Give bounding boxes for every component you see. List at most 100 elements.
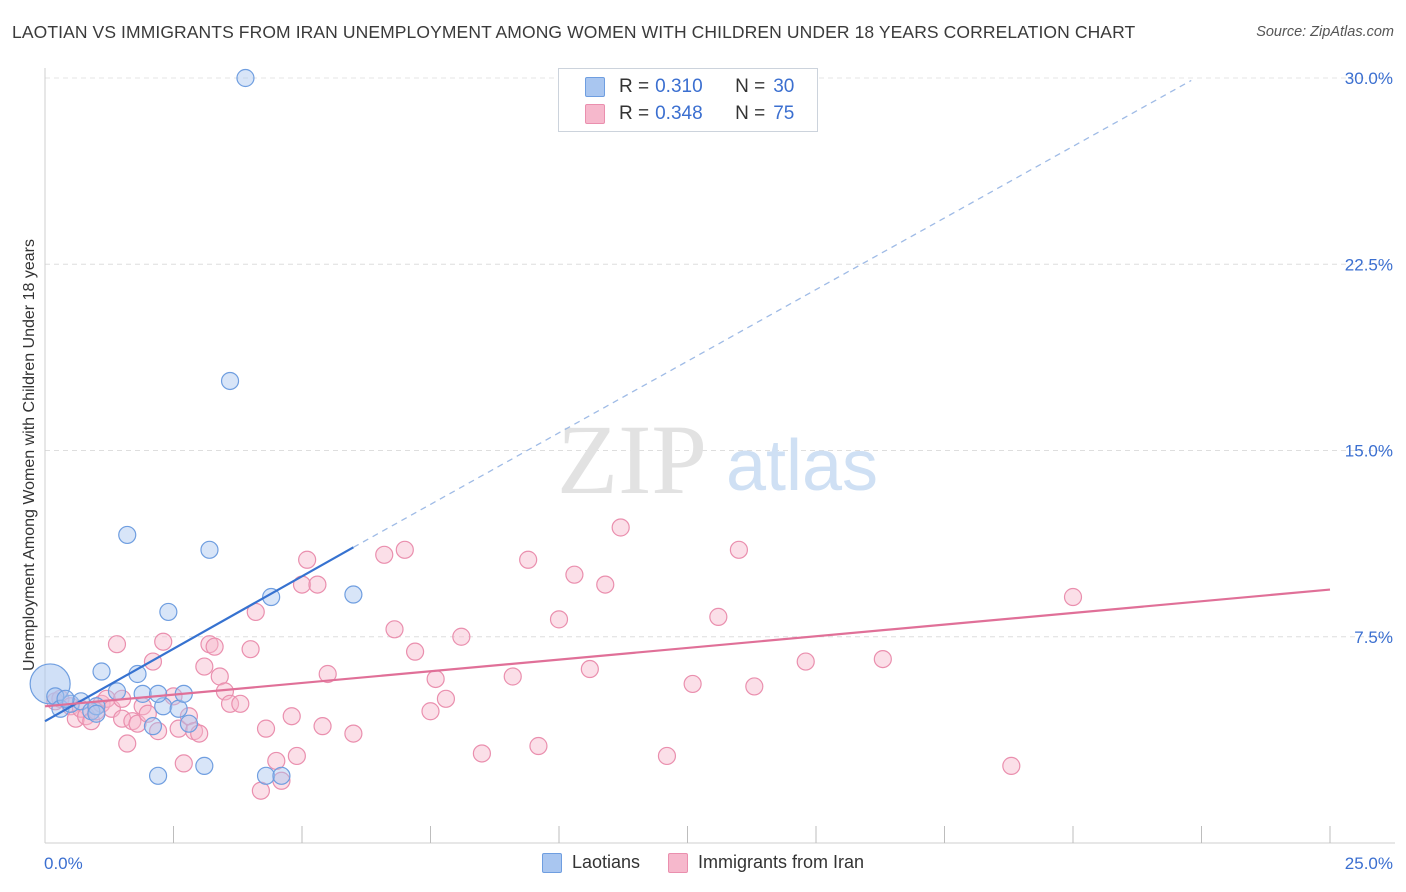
laotian-point	[87, 704, 106, 723]
x-tick-label-min: 0.0%	[44, 854, 83, 873]
watermark-zip: ZIP	[557, 404, 707, 515]
legend-row-laotians: R = 0.310 N = 30	[585, 74, 794, 100]
chart-title: LAOTIAN VS IMMIGRANTS FROM IRAN UNEMPLOY…	[12, 22, 1136, 42]
legend-item-label: Immigrants from Iran	[698, 852, 865, 872]
legend-item-iran: Immigrants from Iran	[668, 852, 864, 873]
iran-point	[580, 659, 599, 679]
iran-point	[154, 632, 173, 651]
iran-point	[308, 575, 327, 594]
iran-point	[375, 545, 394, 564]
iran-point	[436, 689, 456, 708]
iran-point	[174, 754, 193, 773]
legend-r-value: 0.310	[655, 76, 703, 97]
iran-point	[220, 694, 240, 713]
iran-point	[241, 640, 260, 659]
iran-point	[385, 620, 404, 639]
iran-point	[611, 518, 630, 537]
laotian-point	[159, 602, 178, 622]
axes	[44, 68, 1395, 844]
legend-r-label: R =	[619, 76, 650, 97]
laotian-point	[92, 662, 111, 681]
iran-point	[148, 722, 168, 741]
laotian-point	[220, 371, 240, 391]
y-axis-label: Unemployment Among Women with Children U…	[21, 239, 38, 671]
legend-r-label: R =	[619, 103, 650, 124]
iran-point	[395, 540, 414, 559]
iran-point	[1002, 756, 1021, 775]
iran-point	[529, 736, 548, 756]
iran-point	[195, 657, 214, 676]
legend-item-label: Laotians	[571, 852, 640, 872]
iran-point	[1063, 587, 1083, 607]
legend-n-label: N =	[735, 76, 766, 97]
iran-point	[231, 694, 250, 713]
iran-point	[729, 540, 749, 559]
iran-point	[421, 702, 440, 721]
iran-point	[426, 669, 445, 689]
iran-point	[205, 637, 224, 656]
iran-point	[549, 610, 569, 629]
iran-point	[256, 719, 276, 738]
iran-point	[596, 575, 615, 594]
legend-n-label: N =	[735, 103, 766, 124]
iran-point	[709, 607, 728, 626]
laotian-point	[272, 766, 291, 785]
laotian-point	[344, 585, 363, 604]
chart-source: Source: ZipAtlas.com	[1256, 24, 1394, 40]
laotian-trend-extension	[353, 79, 1192, 548]
laotian-trend-line	[44, 546, 354, 723]
legend-n-value: 30	[773, 76, 795, 97]
stats-legend: R = 0.310 N = 30 R = 0.348 N = 75	[558, 68, 818, 132]
iran-point	[565, 565, 584, 584]
iran-point	[745, 677, 764, 696]
iran-swatch	[585, 104, 605, 124]
laotian-point	[236, 68, 255, 88]
iran-point	[657, 746, 677, 766]
laotian-point	[29, 663, 71, 705]
laotian-points	[29, 68, 363, 785]
laotian-point	[179, 714, 199, 733]
series-legend: Laotians Immigrants from Iran	[0, 852, 1406, 873]
iran-trend-line	[44, 588, 1331, 708]
iran-point	[169, 719, 188, 738]
grid-lines	[45, 77, 1395, 638]
iran-point	[107, 635, 127, 654]
laotians-legend-swatch	[541, 852, 562, 873]
laotian-point	[256, 766, 276, 785]
legend-r-value: 0.348	[655, 103, 703, 124]
iran-point	[282, 707, 301, 726]
laotian-point	[200, 540, 219, 559]
iran-point	[503, 667, 522, 686]
legend-n-value: 75	[773, 103, 795, 124]
iran-point	[519, 550, 538, 569]
iran-point	[472, 744, 491, 763]
laotian-point	[148, 766, 168, 785]
iran-point	[313, 717, 332, 736]
iran-point	[452, 627, 471, 646]
laotian-point	[262, 587, 281, 607]
y-tick-label: 15.0%	[1345, 442, 1393, 461]
iran-point	[118, 734, 137, 753]
watermark-atlas: atlas	[726, 426, 878, 506]
iran-point	[287, 746, 306, 766]
laotian-point	[133, 684, 152, 703]
iran-point	[873, 649, 892, 669]
y-tick-label: 30.0%	[1345, 69, 1393, 88]
iran-point	[796, 652, 815, 671]
iran-point	[318, 664, 337, 684]
y-tick-label: 22.5%	[1345, 255, 1393, 274]
iran-point	[298, 550, 317, 569]
watermark: ZIP atlas	[557, 404, 878, 515]
x-tick-label-max: 25.0%	[1345, 854, 1393, 873]
tick-labels: 7.5% 15.0% 22.5% 30.0% 0.0% 25.0%	[44, 69, 1393, 873]
laotian-point	[143, 717, 163, 736]
iran-point	[344, 724, 363, 743]
y-tick-label: 7.5%	[1354, 628, 1393, 647]
laotian-point	[195, 756, 214, 775]
iran-legend-swatch	[668, 852, 688, 873]
trend-lines	[44, 79, 1331, 723]
laotian-point	[118, 525, 137, 545]
laotian-point	[107, 682, 127, 701]
iran-point	[405, 642, 425, 661]
